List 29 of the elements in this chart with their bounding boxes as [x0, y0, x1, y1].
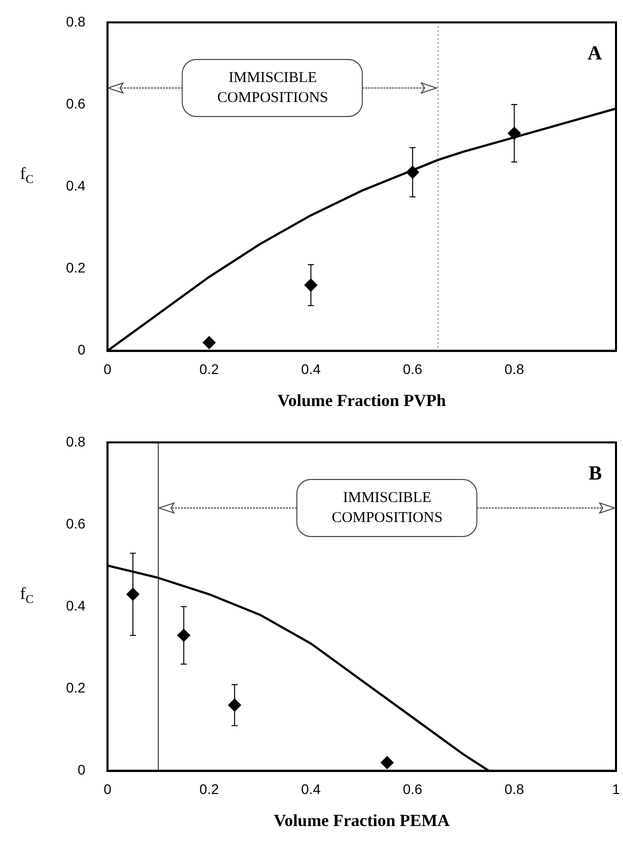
point	[202, 336, 216, 350]
text: B	[588, 462, 602, 485]
x-axis-title: Volume Fraction PVPh	[278, 391, 446, 410]
x-tick-label: 0.2	[199, 361, 220, 378]
x-tick-label: 0	[104, 781, 112, 798]
annotation: IMMISCIBLE COMPOSITIONS	[330, 489, 444, 528]
y-tick-label: 0.2	[66, 680, 86, 696]
x-tick-label: 0.8	[504, 361, 524, 378]
x-tick-label: 0.4	[301, 781, 321, 798]
y-tick-label: 0	[78, 762, 86, 778]
y-tick-label: 0.4	[66, 177, 86, 194]
y-tick-label: 0.6	[66, 95, 86, 112]
x-axis-title: Volume Fraction PEMA	[274, 811, 450, 830]
text: A	[588, 42, 603, 65]
annotation: IMMISCIBLE COMPOSITIONS	[216, 69, 330, 108]
y-tick-label: 0.6	[66, 515, 86, 532]
point	[380, 756, 394, 770]
y-tick-label: 0.4	[66, 597, 86, 614]
x-tick-label: 0.6	[402, 781, 423, 798]
x-tick-label: 0.8	[504, 781, 524, 798]
x-tick-label: 0.6	[402, 361, 423, 378]
x-tick-label: 0.4	[301, 361, 321, 378]
x-tick-label: 0	[104, 361, 112, 378]
x-tick-label: 1	[612, 781, 620, 798]
x-tick-label: 0.2	[199, 781, 220, 798]
y-tick-label: 0.8	[66, 433, 86, 450]
y-tick-label: 0.2	[66, 260, 86, 276]
y-tick-label: 0	[78, 342, 86, 358]
y-tick-label: 0.8	[66, 13, 86, 30]
